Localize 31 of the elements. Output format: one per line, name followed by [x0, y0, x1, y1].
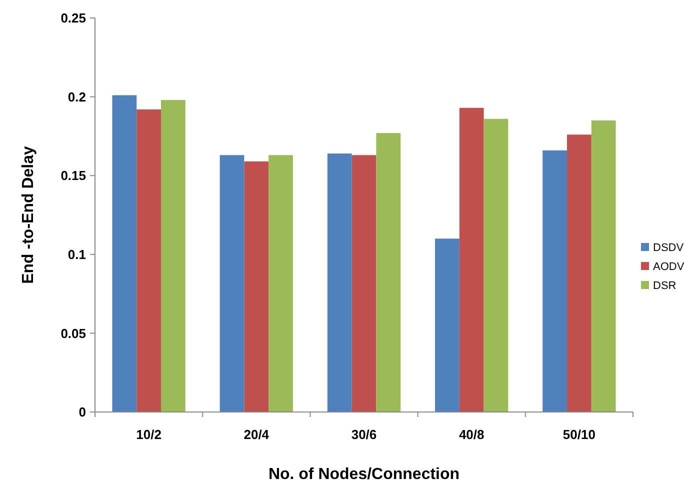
bar [136, 109, 161, 412]
x-tick-label: 20/4 [244, 427, 270, 442]
bar [542, 150, 568, 412]
x-tick-label: 50/10 [562, 427, 596, 442]
bar [112, 95, 137, 412]
y-tick-label: 0.15 [60, 168, 86, 184]
bar [352, 155, 376, 412]
bar [244, 161, 269, 412]
y-tick-label: 0.2 [68, 89, 86, 104]
y-tick-label: 0.1 [68, 246, 86, 262]
y-tick-label: 0.25 [60, 10, 86, 26]
legend-label: DSDV [653, 242, 684, 254]
legend-label: AODV [653, 260, 685, 273]
bar [484, 118, 508, 412]
legend-label: DSR [653, 280, 676, 292]
x-axis-title: No. of Nodes/Connection [268, 466, 460, 483]
y-axis-title: End -to-End Delay [20, 146, 37, 284]
bar [435, 238, 460, 412]
bar [591, 120, 616, 412]
bar [268, 155, 293, 412]
bar [459, 108, 484, 412]
y-tick-label: 0.05 [60, 326, 86, 341]
bar [376, 133, 401, 412]
x-tick-label: 40/8 [458, 427, 484, 442]
bar [567, 134, 592, 412]
bar [327, 154, 352, 412]
x-tick-label: 10/2 [136, 427, 162, 442]
x-tick-label: 30/6 [351, 427, 377, 442]
bar [220, 155, 244, 412]
bar [160, 100, 186, 412]
y-tick-label: 0 [78, 404, 86, 420]
